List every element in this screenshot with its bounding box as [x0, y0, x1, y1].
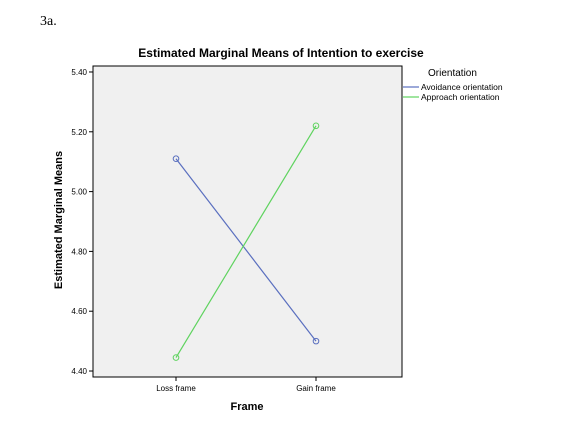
data-point: [172, 155, 180, 163]
y-tick-label: 5.20: [71, 128, 87, 137]
y-tick-label: 5.40: [71, 68, 87, 77]
plot-area: [92, 65, 403, 378]
data-point: [172, 354, 180, 361]
series-layer: [172, 122, 320, 361]
y-axis: 4.40 4.60 4.80 5.00 5.20 5.40: [71, 68, 93, 376]
x-axis: Loss frame Gain frame: [156, 377, 336, 393]
y-tick-label: 4.40: [71, 367, 87, 376]
data-point: [312, 337, 320, 345]
legend-label: Avoidance orientation: [421, 82, 503, 92]
y-tick-label: 4.60: [71, 307, 87, 316]
data-point: [312, 122, 320, 130]
legend-label: Approach orientation: [421, 92, 500, 102]
series-line-1: [175, 125, 317, 358]
legend-title: Orientation: [428, 68, 477, 79]
y-tick-label: 4.80: [71, 247, 87, 256]
series-line-0: [175, 158, 317, 342]
figure-label: 3a.: [40, 14, 57, 29]
y-axis-title: Estimated Marginal Means: [53, 151, 65, 289]
x-axis-title: Frame: [230, 401, 263, 413]
y-tick-label: 5.00: [71, 188, 87, 197]
x-tick-label: Gain frame: [296, 384, 336, 393]
legend: Orientation Avoidance orientationApproac…: [403, 68, 503, 102]
chart-title: Estimated Marginal Means of Intention to…: [138, 46, 424, 60]
x-tick-label: Loss frame: [156, 384, 196, 393]
